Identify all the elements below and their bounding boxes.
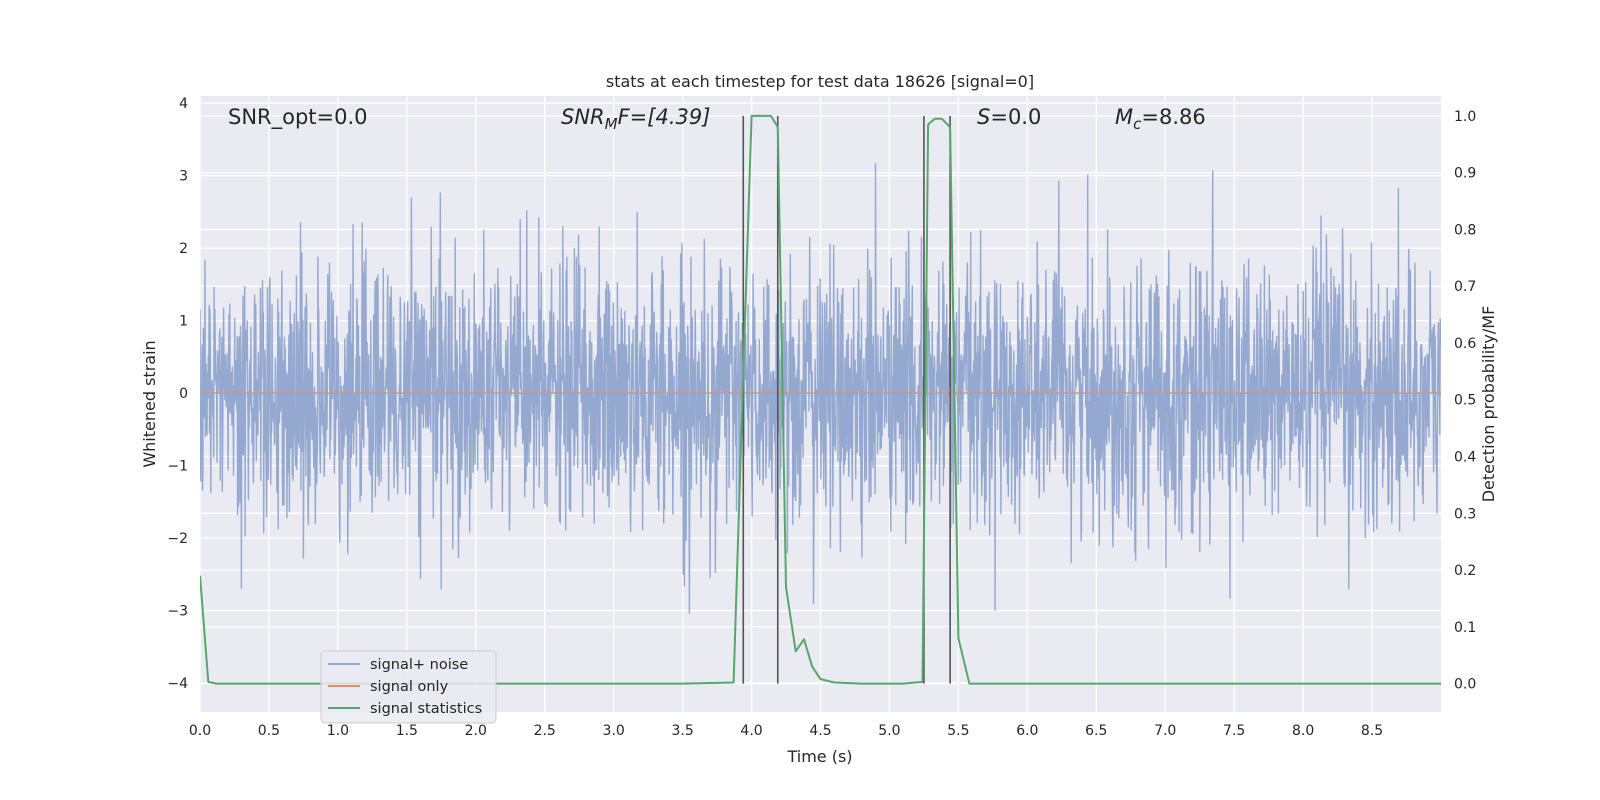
y-tick-label-left: 2 [179,241,188,257]
legend-label-signal-noise: signal+ noise [370,657,468,673]
y-tick-label-left: 1 [179,314,188,330]
y-tick-label-left: 3 [179,169,188,185]
y-tick-label-right: 1.0 [1454,109,1476,125]
legend: signal+ noise signal only signal statist… [320,650,497,724]
x-axis-label: Time (s) [786,747,852,766]
legend-box [320,650,497,724]
x-tick-label: 4.0 [740,723,762,739]
y-tick-label-right: 0.4 [1454,450,1476,466]
chart-title: stats at each timestep for test data 186… [606,72,1034,91]
x-tick-label: 5.5 [947,723,969,739]
x-tick-label: 2.0 [465,723,487,739]
annotation-s: S=0.0 [977,105,1041,129]
x-tick-label: 5.0 [878,723,900,739]
series-signal-statistics [200,114,1441,685]
y-tick-label-left: −4 [167,676,188,692]
x-tick-label: 6.0 [1016,723,1038,739]
y-tick-label-right: 0.6 [1454,336,1476,352]
y-tick-label-left: −1 [167,459,188,475]
y-tick-label-left: 0 [179,386,188,402]
annotation-snr-mf: SNRMF=[4.39] [561,105,710,133]
y-tick-label-left: −2 [167,531,188,547]
legend-label-signal-statistics: signal statistics [370,701,482,717]
series-signal-noise [200,163,1441,614]
y-tick-labels-right: 1.0 0.9 0.8 0.7 0.6 0.5 0.4 0.3 0.2 0.1 0.0 [1454,109,1476,693]
y-tick-label-right: 0.8 [1454,222,1476,238]
y-tick-label-right: 0.7 [1454,279,1476,295]
x-tick-label: 3.0 [603,723,625,739]
annotation-mc: Mc=8.86 [1115,105,1206,133]
y-tick-labels-left: 4 3 2 1 0 −1 −2 −3 −4 [167,96,188,692]
x-tick-label: 6.5 [1085,723,1107,739]
y-tick-label-left: −3 [167,604,188,620]
x-tick-labels: 0.0 0.5 1.0 1.5 2.0 2.5 3.0 3.5 4.0 4.5 5.0 5.5 6.0 6… [189,723,1383,739]
annotation-snr-opt: SNR_opt=0.0 [228,105,368,130]
y-tick-label-right: 0.5 [1454,393,1476,409]
y-tick-label-right: 0.9 [1454,166,1476,182]
x-tick-label: 8.5 [1361,723,1383,739]
x-tick-label: 1.5 [396,723,418,739]
y-tick-label-right: 0.2 [1454,563,1476,579]
x-tick-label: 1.0 [327,723,349,739]
x-tick-label: 2.5 [534,723,556,739]
y-tick-label-right: 0.0 [1454,677,1476,693]
x-tick-label: 7.0 [1154,723,1176,739]
x-tick-label: 3.5 [671,723,693,739]
y-tick-label-left: 4 [179,96,188,112]
x-tick-label: 7.5 [1223,723,1245,739]
y-tick-label-right: 0.1 [1454,620,1476,636]
legend-label-signal-only: signal only [370,679,449,695]
x-tick-label: 4.5 [809,723,831,739]
y-axis-label-right: Detection probability/MF [1479,306,1498,503]
x-tick-label: 0.5 [258,723,280,739]
x-tick-label: 0.0 [189,723,211,739]
x-tick-label: 8.0 [1292,723,1314,739]
y-axis-label-left: Whitened strain [140,340,159,467]
y-tick-label-right: 0.3 [1454,506,1476,522]
